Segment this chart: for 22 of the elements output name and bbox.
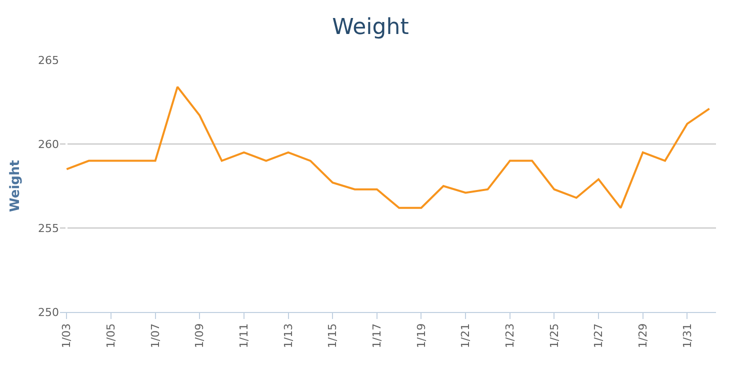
x-tick-label: 1/15 (326, 323, 340, 348)
y-axis-title: Weight (8, 160, 23, 212)
x-tick-label: 1/31 (680, 323, 694, 348)
x-tick-label: 1/27 (592, 323, 606, 348)
line-series (66, 86, 710, 209)
y-tick-label: 265 (38, 54, 59, 67)
x-tick-label: 1/25 (548, 323, 561, 348)
y-tick-label: 250 (38, 306, 59, 319)
chart-title: Weight (332, 14, 410, 40)
x-tick-label: 1/21 (459, 323, 472, 348)
x-tick-label: 1/13 (282, 323, 295, 348)
x-tick-label: 1/11 (238, 323, 251, 348)
x-tick-label: 1/05 (104, 323, 118, 348)
x-tick-label: 1/07 (148, 323, 162, 348)
x-tick-label: 1/03 (60, 323, 74, 348)
x-tick-label: 1/19 (414, 323, 428, 348)
x-tick-label: 1/09 (193, 323, 206, 348)
x-tick-label: 1/17 (370, 323, 384, 348)
x-tick-label: 1/29 (636, 323, 650, 348)
x-tick-label: 1/23 (503, 323, 516, 348)
y-tick-label: 255 (38, 222, 59, 235)
y-tick-label: 260 (38, 138, 59, 151)
